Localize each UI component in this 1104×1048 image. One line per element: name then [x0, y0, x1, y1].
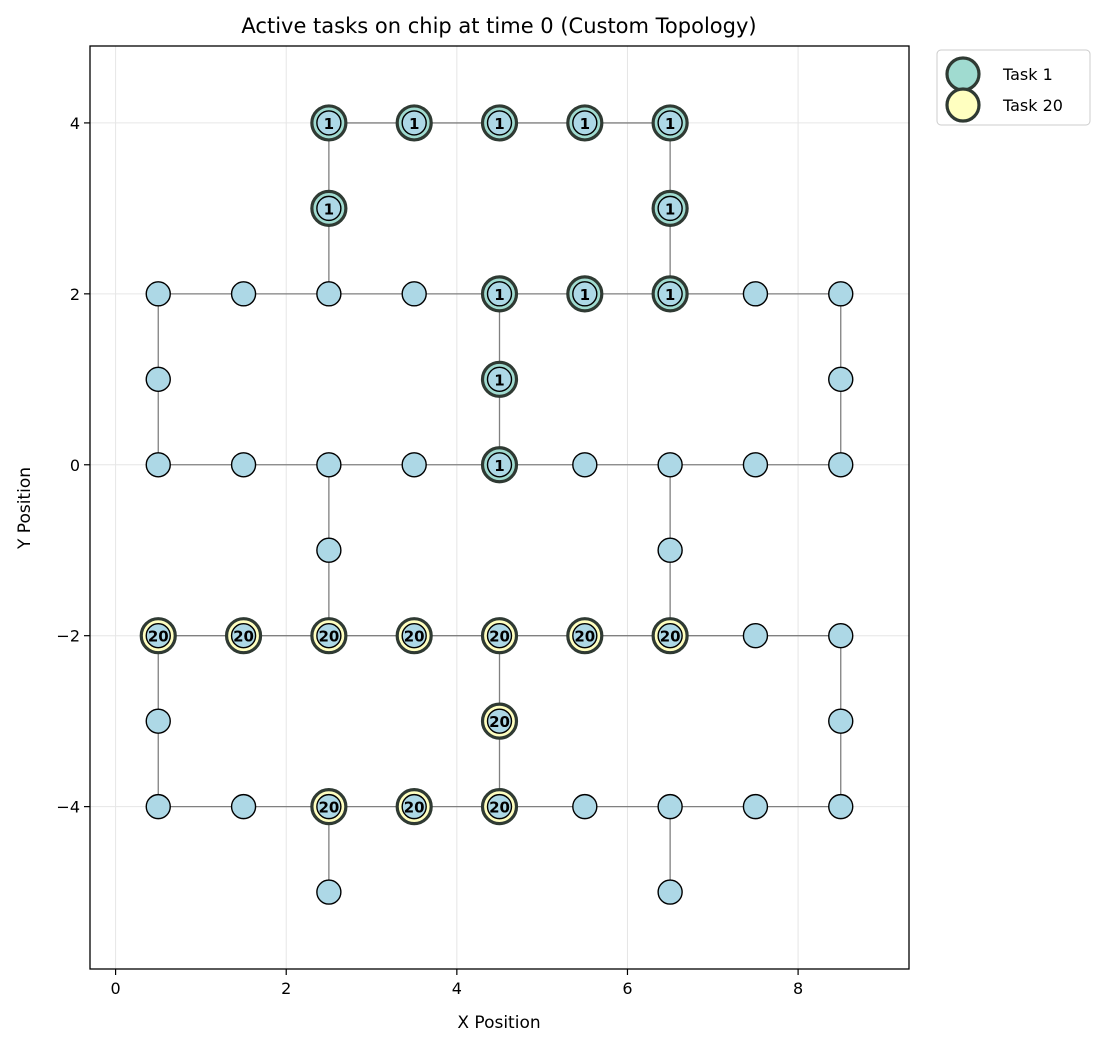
core-node	[401, 281, 427, 307]
task-label: 1	[324, 200, 334, 218]
core-node	[230, 281, 257, 307]
core-node	[145, 452, 171, 478]
core-node	[572, 281, 598, 307]
core-node	[230, 793, 257, 820]
core-node	[742, 452, 769, 478]
core-node	[486, 366, 513, 393]
task-label: 1	[665, 115, 675, 133]
task-label: 1	[409, 115, 419, 133]
core-node	[145, 708, 171, 734]
core-node	[657, 537, 683, 563]
legend: Task 1 Task 20	[936, 49, 1091, 126]
task-label: 1	[665, 286, 675, 304]
task-label: 20	[233, 628, 254, 646]
core-node	[316, 879, 342, 905]
core-node	[316, 452, 342, 478]
core-node	[742, 793, 769, 820]
legend-marker-task-1	[945, 56, 981, 92]
y-tick-label: 0	[70, 456, 80, 475]
task-label: 1	[580, 115, 590, 133]
legend-label: Task 1	[1002, 65, 1053, 84]
core-node	[486, 793, 513, 820]
task-label: 20	[318, 628, 339, 646]
core-node	[401, 793, 427, 820]
task-label: 20	[148, 628, 169, 646]
x-tick-label: 0	[111, 979, 121, 998]
core-node	[657, 622, 683, 649]
core-node	[145, 793, 171, 820]
x-tick-label: 2	[281, 979, 291, 998]
core-node	[316, 195, 342, 222]
chart-title: Active tasks on chip at time 0 (Custom T…	[241, 14, 756, 38]
core-node	[486, 452, 513, 478]
core-node	[401, 110, 427, 136]
core-node	[657, 452, 683, 478]
core-node	[486, 622, 513, 649]
core-node	[316, 537, 342, 563]
core-node	[657, 879, 683, 905]
core-node	[828, 452, 854, 478]
y-tick-label: 2	[70, 285, 80, 304]
task-label: 20	[489, 713, 510, 731]
x-tick-label: 4	[452, 979, 462, 998]
task-label: 1	[494, 286, 504, 304]
y-tick-label: −4	[56, 798, 80, 817]
task-label: 20	[660, 628, 681, 646]
legend-marker-task-20	[945, 87, 981, 123]
plot-frame	[89, 45, 910, 970]
core-node	[828, 281, 854, 307]
core-node	[316, 281, 342, 307]
ticks: 0 2 4 6 8 −4 −2 0 2 4	[56, 114, 803, 998]
core-node	[742, 281, 769, 307]
core-node	[572, 110, 598, 136]
core-node	[230, 452, 257, 478]
task-label: 1	[494, 457, 504, 475]
core-node	[316, 793, 342, 820]
core-node	[486, 281, 513, 307]
core-node	[572, 452, 598, 478]
core-node	[401, 622, 427, 649]
core-node	[657, 195, 683, 222]
task-label: 20	[404, 628, 425, 646]
core-node	[828, 708, 854, 734]
task-label: 20	[489, 628, 510, 646]
y-tick-label: −2	[56, 627, 80, 646]
task-label: 20	[318, 799, 339, 817]
task-label: 20	[574, 628, 595, 646]
core-node	[316, 110, 342, 136]
core-node	[145, 281, 171, 307]
x-tick-label: 6	[622, 979, 632, 998]
core-node	[742, 622, 769, 649]
core-node	[401, 452, 427, 478]
core-node	[828, 622, 854, 649]
task-label: 1	[580, 286, 590, 304]
core-node	[145, 366, 171, 393]
core-node	[572, 622, 598, 649]
core-node	[486, 110, 513, 136]
legend-label: Task 20	[1002, 96, 1063, 115]
task-label: 1	[665, 200, 675, 218]
core-node	[828, 793, 854, 820]
y-tick-label: 4	[70, 114, 80, 133]
core-node	[572, 793, 598, 820]
x-tick-label: 8	[793, 979, 803, 998]
task-label: 1	[494, 115, 504, 133]
core-node	[145, 622, 171, 649]
task-label: 1	[324, 115, 334, 133]
task-label: 1	[494, 371, 504, 389]
core-node	[486, 708, 513, 734]
nodes: 1 1 1 1 1 1 1 1 1 1 1 1 20 20 20 20 20 20 20 20 20 20 20	[139, 104, 854, 905]
x-axis-label: X Position	[457, 1013, 540, 1033]
core-node	[230, 622, 257, 649]
task-label: 20	[489, 799, 510, 817]
task-label: 20	[404, 799, 425, 817]
core-node	[828, 366, 854, 393]
core-node	[657, 281, 683, 307]
core-node	[657, 110, 683, 136]
core-node	[316, 622, 342, 649]
y-axis-label: Y Position	[15, 467, 35, 550]
core-node	[657, 793, 683, 820]
